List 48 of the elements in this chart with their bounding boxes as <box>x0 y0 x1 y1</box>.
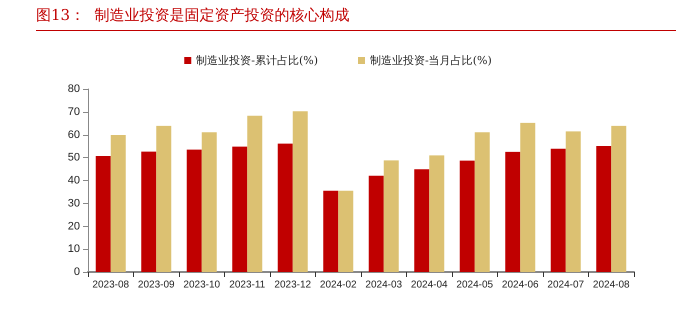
bar <box>414 169 430 272</box>
bar <box>96 156 111 272</box>
x-tick-label: 2024-06 <box>502 280 540 290</box>
x-tick-label: 2024-04 <box>410 280 448 290</box>
y-tick-label: 50 <box>68 152 80 164</box>
x-tick-label: 2024-02 <box>320 280 358 290</box>
bar <box>505 152 520 272</box>
bar <box>368 176 384 272</box>
x-tick-label: 2024-03 <box>365 280 403 290</box>
y-tick-label: 80 <box>68 83 80 95</box>
bar <box>384 160 399 272</box>
x-tick-label: 2024-05 <box>456 280 494 290</box>
bar <box>566 131 581 272</box>
bar <box>156 126 172 272</box>
x-tick-label: 2023-12 <box>274 280 312 290</box>
bar <box>550 148 566 272</box>
bar <box>247 116 262 272</box>
x-tick-label: 2023-09 <box>138 280 176 290</box>
bar <box>596 146 612 272</box>
legend-label: 制造业投资-累计占比(%) <box>196 54 318 67</box>
y-tick-label: 0 <box>74 266 80 278</box>
chart-title: 图13： 制造业投资是固定资产投资的核心构成 <box>36 6 351 25</box>
bar <box>323 190 338 272</box>
bar <box>202 132 217 272</box>
bar <box>110 134 126 272</box>
y-tick-label: 70 <box>68 106 80 118</box>
y-tick-label: 30 <box>68 197 80 210</box>
bar <box>292 111 308 272</box>
x-tick-label: 2023-08 <box>92 280 130 290</box>
bar <box>232 146 248 272</box>
bar <box>474 132 490 272</box>
bar <box>460 160 475 272</box>
y-tick-label: 10 <box>68 243 80 256</box>
bar <box>186 150 202 272</box>
bar <box>429 155 444 272</box>
legend-label: 制造业投资-当月占比(%) <box>370 54 492 67</box>
x-tick-label: 2023-10 <box>183 280 221 290</box>
bar <box>278 144 293 272</box>
x-tick-label: 2023-11 <box>229 280 266 290</box>
x-tick-label: 2024-08 <box>592 280 630 290</box>
bar <box>338 190 354 272</box>
y-tick-label: 40 <box>68 174 80 186</box>
y-tick-label: 60 <box>68 128 80 141</box>
bar <box>520 122 536 272</box>
bar <box>141 152 156 272</box>
x-tick-label: 2024-07 <box>547 280 585 290</box>
y-tick-label: 20 <box>68 220 80 232</box>
bar <box>611 126 626 272</box>
